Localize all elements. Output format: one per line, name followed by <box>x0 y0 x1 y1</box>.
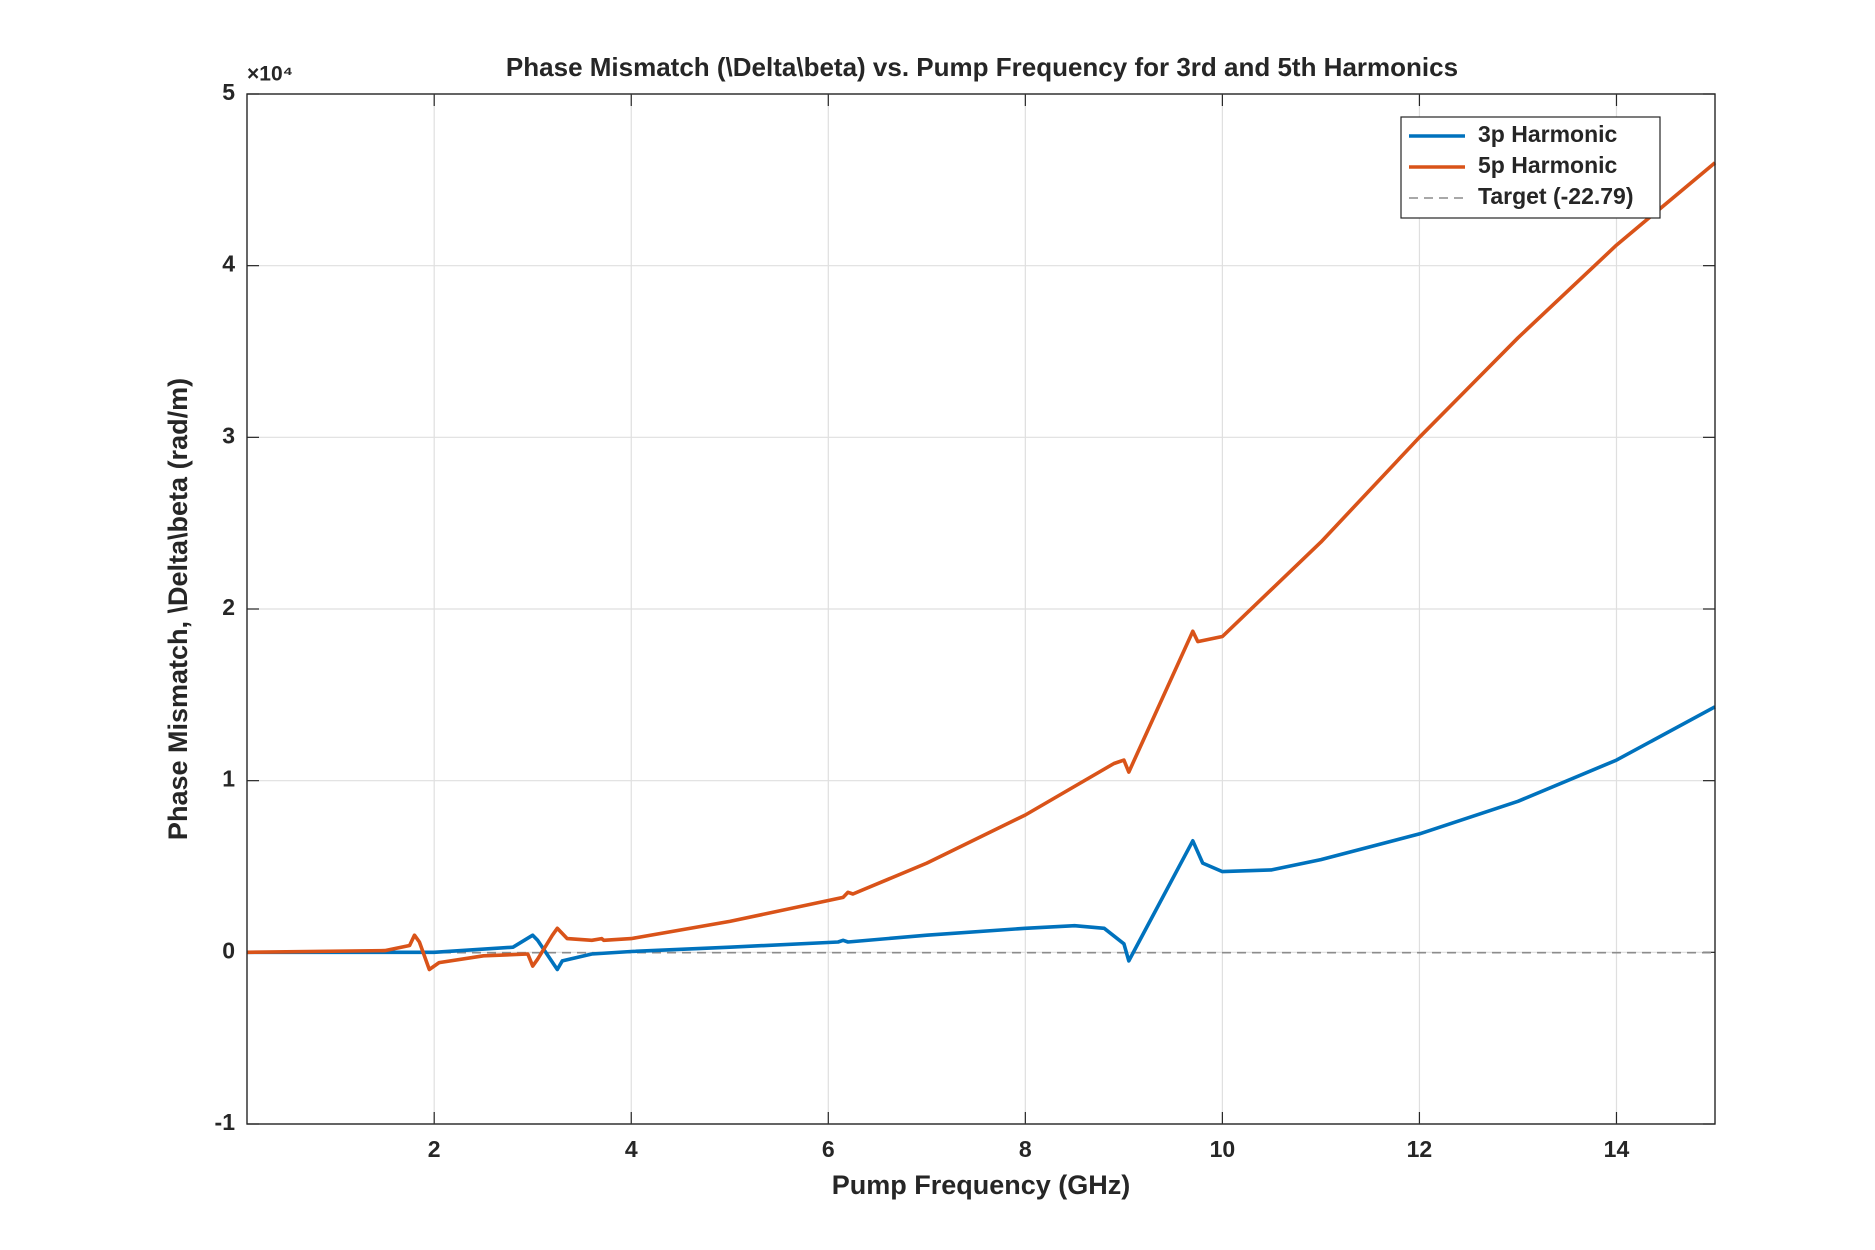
x-tick-label: 4 <box>625 1136 638 1162</box>
y-tick-label: 3 <box>222 422 235 448</box>
series-line <box>246 161 1717 972</box>
legend-label: 5p Harmonic <box>1478 152 1618 178</box>
x-tick-label: 14 <box>1604 1136 1630 1162</box>
series-line <box>247 705 1716 972</box>
legend-label: 3p Harmonic <box>1478 121 1618 147</box>
x-tick-label: 12 <box>1407 1136 1433 1162</box>
y-tick-label: 4 <box>222 251 235 277</box>
x-tick-label: 6 <box>822 1136 835 1162</box>
chart-title: Phase Mismatch (\Delta\beta) vs. Pump Fr… <box>506 52 1458 82</box>
x-tick-label: 10 <box>1210 1136 1236 1162</box>
plot-frame <box>246 93 1716 1125</box>
y-tick-label: 0 <box>222 937 235 963</box>
y-tick-label: 2 <box>222 594 235 620</box>
legend-label: Target (-22.79) <box>1478 183 1634 209</box>
y-exponent: ×10⁴ <box>247 63 293 86</box>
x-axis-label: Pump Frequency (GHz) <box>832 1170 1131 1200</box>
y-axis-label: Phase Mismatch, \Delta\beta (rad/m) <box>163 378 193 840</box>
y-tick-label: -1 <box>215 1109 236 1135</box>
x-tick-label: 2 <box>428 1136 441 1162</box>
y-tick-label: 5 <box>222 79 235 105</box>
y-tick-label: 1 <box>222 766 235 792</box>
x-tick-label: 8 <box>1019 1136 1032 1162</box>
